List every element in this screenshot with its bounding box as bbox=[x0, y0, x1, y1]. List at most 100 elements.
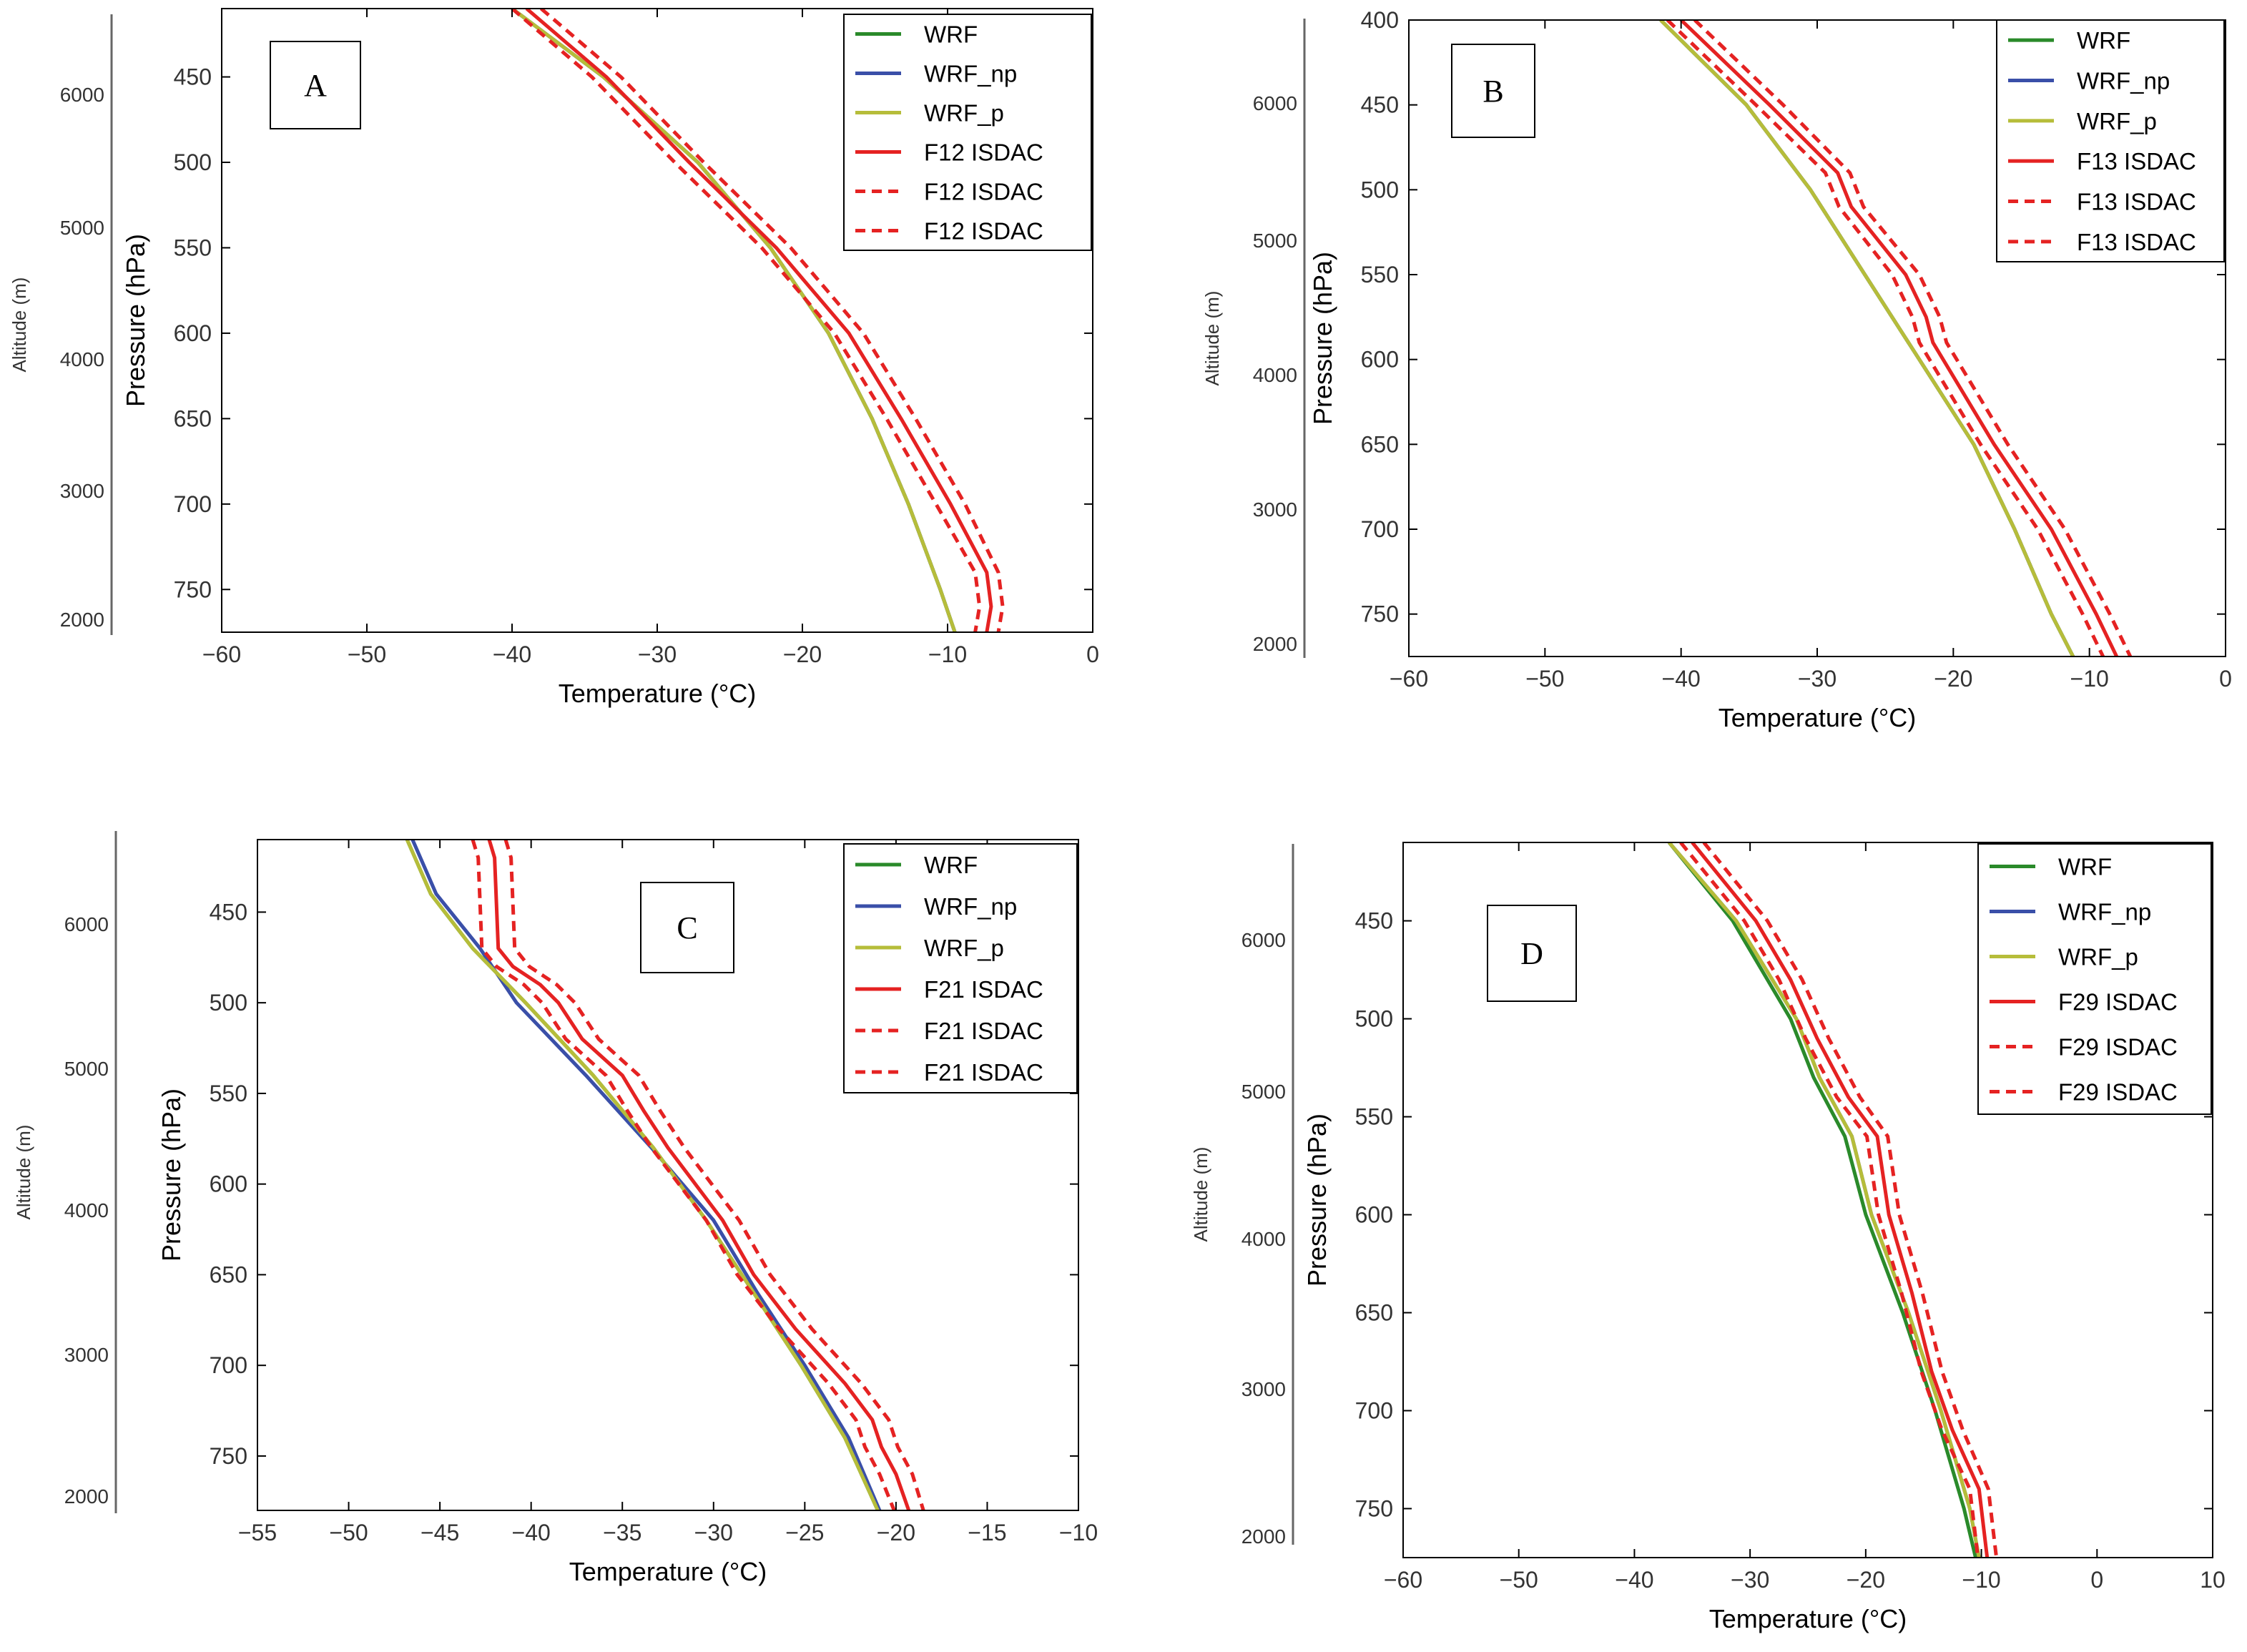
series-line-wrf-np-1 bbox=[1668, 842, 1981, 1558]
x-tick-label: −50 bbox=[348, 641, 386, 667]
panel-title-box bbox=[1487, 905, 1577, 1002]
altitude-axis-label: Altitude (m) bbox=[9, 277, 30, 373]
y-tick-label: 750 bbox=[210, 1443, 247, 1469]
altitude-tick-label: 2000 bbox=[1241, 1525, 1286, 1548]
legend-label: F12 ISDAC bbox=[924, 218, 1043, 245]
y-tick-label: 550 bbox=[174, 235, 212, 260]
legend-label: WRF_np bbox=[924, 893, 1017, 920]
altitude-tick-label: 6000 bbox=[1253, 92, 1297, 114]
legend-label: WRF_p bbox=[924, 100, 1004, 127]
altitude-tick-label: 5000 bbox=[60, 217, 104, 239]
series-line-f29-isdac-3 bbox=[1691, 842, 1990, 1558]
series-line-f12-isdac-5 bbox=[511, 9, 982, 632]
legend-box bbox=[843, 14, 1092, 251]
x-tick-label: −35 bbox=[603, 1520, 641, 1545]
altitude-tick-label: 2000 bbox=[1253, 633, 1297, 655]
altitude-tick-label: 4000 bbox=[64, 1199, 109, 1221]
series-line-f29-isdac-4 bbox=[1702, 842, 1999, 1558]
x-tick-label: −30 bbox=[638, 641, 677, 667]
y-tick-label: 600 bbox=[210, 1171, 247, 1197]
altitude-tick-label: 4000 bbox=[1253, 364, 1297, 386]
y-tick-label: 750 bbox=[174, 576, 212, 602]
chart-panel-d: −60 −50 −40 −30 −20 −10 0 10 450 500 550 600 650 700 7… bbox=[1190, 842, 2226, 1633]
y-tick-label: 700 bbox=[1361, 516, 1399, 542]
plot-frame bbox=[257, 839, 1079, 1511]
x-tick-label: −60 bbox=[1384, 1567, 1422, 1593]
x-tick-label: 10 bbox=[2200, 1567, 2226, 1593]
chart-panel-a: −60 −50 −40 −30 −20 −10 0 450 500 550 600 650 700 750… bbox=[9, 8, 1099, 708]
legend-label: WRF_p bbox=[2058, 944, 2138, 970]
legend-label: WRF_np bbox=[924, 61, 1017, 87]
panel-title: C bbox=[677, 910, 697, 945]
x-tick-label: −30 bbox=[1731, 1567, 1769, 1593]
y-tick-label: 450 bbox=[1361, 92, 1399, 118]
x-tick-label: −10 bbox=[1962, 1567, 2000, 1593]
legend-box bbox=[1996, 19, 2225, 262]
legend-box bbox=[1977, 843, 2212, 1115]
legend-label: F21 ISDAC bbox=[924, 1018, 1043, 1044]
y-axis-label: Pressure (hPa) bbox=[121, 234, 150, 407]
panel-title: A bbox=[304, 68, 327, 103]
plot-frame bbox=[1402, 842, 2213, 1558]
y-tick-label: 450 bbox=[1355, 908, 1393, 934]
legend-label: WRF_p bbox=[2077, 108, 2157, 134]
series-line-wrf-p-2 bbox=[1668, 842, 1981, 1558]
panel-title-box bbox=[270, 41, 361, 129]
legend-label: F12 ISDAC bbox=[924, 179, 1043, 205]
y-tick-label: 550 bbox=[1355, 1104, 1393, 1130]
chart-panel-b: −60 −50 −40 −30 −20 −10 0 400 450 500 550 600 650 700… bbox=[1201, 7, 2232, 732]
x-tick-label: −20 bbox=[877, 1520, 915, 1545]
altitude-tick-label: 6000 bbox=[60, 84, 104, 106]
series-line-f21-isdac-5 bbox=[471, 840, 896, 1510]
x-tick-label: −60 bbox=[1390, 666, 1428, 692]
series-group bbox=[405, 840, 925, 1510]
panel-title: D bbox=[1520, 936, 1543, 971]
altitude-axis-label: Altitude (m) bbox=[13, 1125, 34, 1220]
y-tick-label: 650 bbox=[1361, 431, 1399, 457]
x-tick-label: −55 bbox=[238, 1520, 277, 1545]
altitude-tick-label: 6000 bbox=[64, 913, 109, 935]
y-tick-label: 450 bbox=[174, 64, 212, 90]
y-tick-label: 750 bbox=[1355, 1496, 1393, 1522]
x-tick-label: −10 bbox=[928, 641, 967, 667]
x-tick-label: −20 bbox=[1934, 666, 1972, 692]
x-axis-label: Temperature (°C) bbox=[569, 1557, 767, 1586]
altitude-tick-label: 5000 bbox=[1241, 1081, 1286, 1103]
legend-label: WRF_np bbox=[2077, 68, 2170, 94]
y-tick-label: 500 bbox=[1361, 177, 1399, 202]
series-group bbox=[1659, 20, 2133, 657]
y-tick-label: 650 bbox=[210, 1262, 247, 1287]
y-tick-label: 600 bbox=[1355, 1202, 1393, 1228]
x-tick-label: −25 bbox=[785, 1520, 824, 1545]
legend-label: F29 ISDAC bbox=[2058, 1079, 2178, 1106]
legend-label: F12 ISDAC bbox=[924, 139, 1043, 166]
y-tick-label: 500 bbox=[174, 149, 212, 175]
legend-label: WRF bbox=[924, 21, 978, 48]
x-tick-label: −40 bbox=[1662, 666, 1701, 692]
x-tick-label: −15 bbox=[968, 1520, 1006, 1545]
legend-label: F13 ISDAC bbox=[2077, 189, 2196, 215]
panel-title: B bbox=[1483, 74, 1503, 109]
series-line-f21-isdac-3 bbox=[487, 840, 911, 1510]
y-tick-label: 550 bbox=[210, 1081, 247, 1106]
x-tick-label: −20 bbox=[783, 641, 822, 667]
altitude-tick-label: 4000 bbox=[60, 348, 104, 370]
y-tick-label: 700 bbox=[1355, 1398, 1393, 1424]
altitude-tick-label: 5000 bbox=[1253, 230, 1297, 252]
legend-label: F13 ISDAC bbox=[2077, 229, 2196, 255]
panel-title-box bbox=[1451, 44, 1535, 138]
x-tick-label: −60 bbox=[202, 641, 241, 667]
y-tick-label: 600 bbox=[1361, 347, 1399, 373]
altitude-tick-label: 3000 bbox=[1253, 498, 1297, 521]
y-axis-label: Pressure (hPa) bbox=[1308, 252, 1337, 425]
x-tick-label: 0 bbox=[2219, 666, 2232, 692]
altitude-tick-label: 2000 bbox=[64, 1485, 109, 1508]
legend-label: F29 ISDAC bbox=[2058, 989, 2178, 1016]
legend-label: WRF bbox=[2077, 27, 2130, 54]
y-tick-label: 750 bbox=[1361, 601, 1399, 627]
legend-label: WRF_np bbox=[2058, 899, 2151, 925]
altitude-tick-label: 3000 bbox=[1241, 1378, 1286, 1400]
x-tick-label: −50 bbox=[329, 1520, 368, 1545]
y-tick-label: 650 bbox=[174, 405, 212, 431]
